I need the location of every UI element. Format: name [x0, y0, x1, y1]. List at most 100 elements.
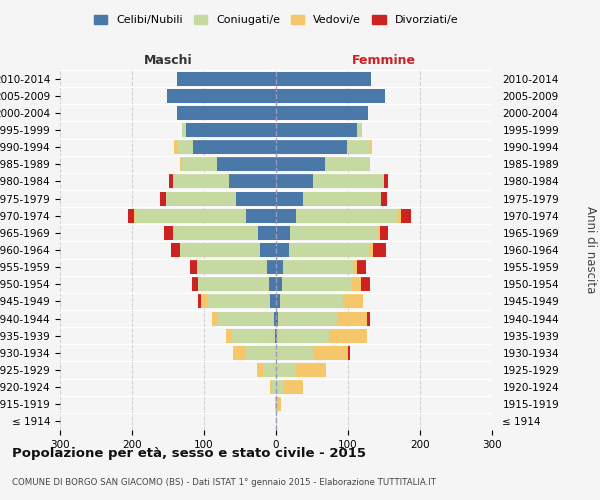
Bar — [347, 140, 370, 154]
Bar — [276, 260, 283, 274]
Bar — [136, 208, 246, 222]
Bar — [193, 140, 276, 154]
Bar — [290, 226, 378, 240]
Bar — [270, 294, 276, 308]
Bar — [276, 328, 277, 342]
Bar — [381, 192, 387, 205]
Bar — [173, 226, 258, 240]
Bar — [296, 208, 398, 222]
Bar — [276, 140, 347, 154]
Bar — [296, 363, 326, 377]
Bar — [283, 260, 354, 274]
Bar — [226, 328, 232, 342]
Bar — [257, 363, 263, 377]
Bar — [276, 226, 290, 240]
Bar — [160, 192, 166, 205]
Bar — [370, 140, 372, 154]
Bar — [167, 88, 276, 102]
Bar — [134, 208, 136, 222]
Bar — [186, 123, 276, 137]
Bar — [276, 312, 278, 326]
Bar — [354, 260, 358, 274]
Bar — [370, 243, 373, 257]
Bar — [276, 88, 385, 102]
Bar — [169, 174, 173, 188]
Bar — [313, 174, 384, 188]
Bar — [277, 398, 281, 411]
Bar — [343, 294, 363, 308]
Bar — [173, 174, 229, 188]
Bar — [164, 226, 173, 240]
Bar — [198, 278, 269, 291]
Bar — [166, 192, 236, 205]
Text: Anni di nascita: Anni di nascita — [584, 206, 597, 294]
Bar — [325, 158, 370, 172]
Bar — [276, 192, 304, 205]
Text: Popolazione per età, sesso e stato civile - 2015: Popolazione per età, sesso e stato civil… — [12, 448, 366, 460]
Bar — [246, 346, 276, 360]
Bar — [207, 294, 270, 308]
Bar — [337, 312, 367, 326]
Bar — [356, 123, 362, 137]
Bar — [378, 226, 380, 240]
Bar — [282, 278, 352, 291]
Bar — [182, 123, 186, 137]
Bar — [289, 243, 370, 257]
Text: Femmine: Femmine — [352, 54, 416, 66]
Bar — [373, 243, 386, 257]
Bar — [217, 158, 276, 172]
Bar — [197, 260, 268, 274]
Bar — [269, 278, 276, 291]
Bar — [276, 278, 282, 291]
Bar — [276, 363, 296, 377]
Bar — [277, 328, 329, 342]
Bar — [352, 278, 361, 291]
Bar — [260, 243, 276, 257]
Bar — [276, 158, 325, 172]
Text: COMUNE DI BORGO SAN GIACOMO (BS) - Dati ISTAT 1° gennaio 2015 - Elaborazione TUT: COMUNE DI BORGO SAN GIACOMO (BS) - Dati … — [12, 478, 436, 487]
Bar — [313, 346, 348, 360]
Bar — [276, 243, 289, 257]
Bar — [193, 278, 198, 291]
Bar — [304, 192, 381, 205]
Bar — [246, 208, 276, 222]
Bar — [280, 294, 343, 308]
Bar — [274, 312, 276, 326]
Bar — [358, 260, 366, 274]
Bar — [232, 328, 275, 342]
Bar — [171, 243, 179, 257]
Bar — [361, 278, 370, 291]
Text: Maschi: Maschi — [143, 54, 193, 66]
Bar — [268, 260, 276, 274]
Bar — [401, 208, 412, 222]
Bar — [367, 312, 370, 326]
Bar — [276, 398, 277, 411]
Bar — [270, 380, 272, 394]
Bar — [384, 174, 388, 188]
Bar — [278, 312, 337, 326]
Bar — [212, 312, 218, 326]
Bar — [276, 123, 356, 137]
Bar — [263, 363, 276, 377]
Bar — [201, 294, 207, 308]
Bar — [233, 346, 246, 360]
Bar — [176, 72, 276, 86]
Bar — [276, 174, 313, 188]
Bar — [178, 140, 193, 154]
Bar — [275, 328, 276, 342]
Bar — [283, 380, 304, 394]
Bar — [190, 260, 197, 274]
Bar — [276, 208, 296, 222]
Bar — [180, 158, 182, 172]
Bar — [236, 192, 276, 205]
Bar — [275, 398, 276, 411]
Bar — [176, 106, 276, 120]
Bar — [398, 208, 401, 222]
Bar — [276, 380, 283, 394]
Bar — [380, 226, 388, 240]
Bar — [276, 294, 280, 308]
Bar — [229, 174, 276, 188]
Bar — [197, 294, 201, 308]
Bar — [174, 140, 178, 154]
Bar — [329, 328, 367, 342]
